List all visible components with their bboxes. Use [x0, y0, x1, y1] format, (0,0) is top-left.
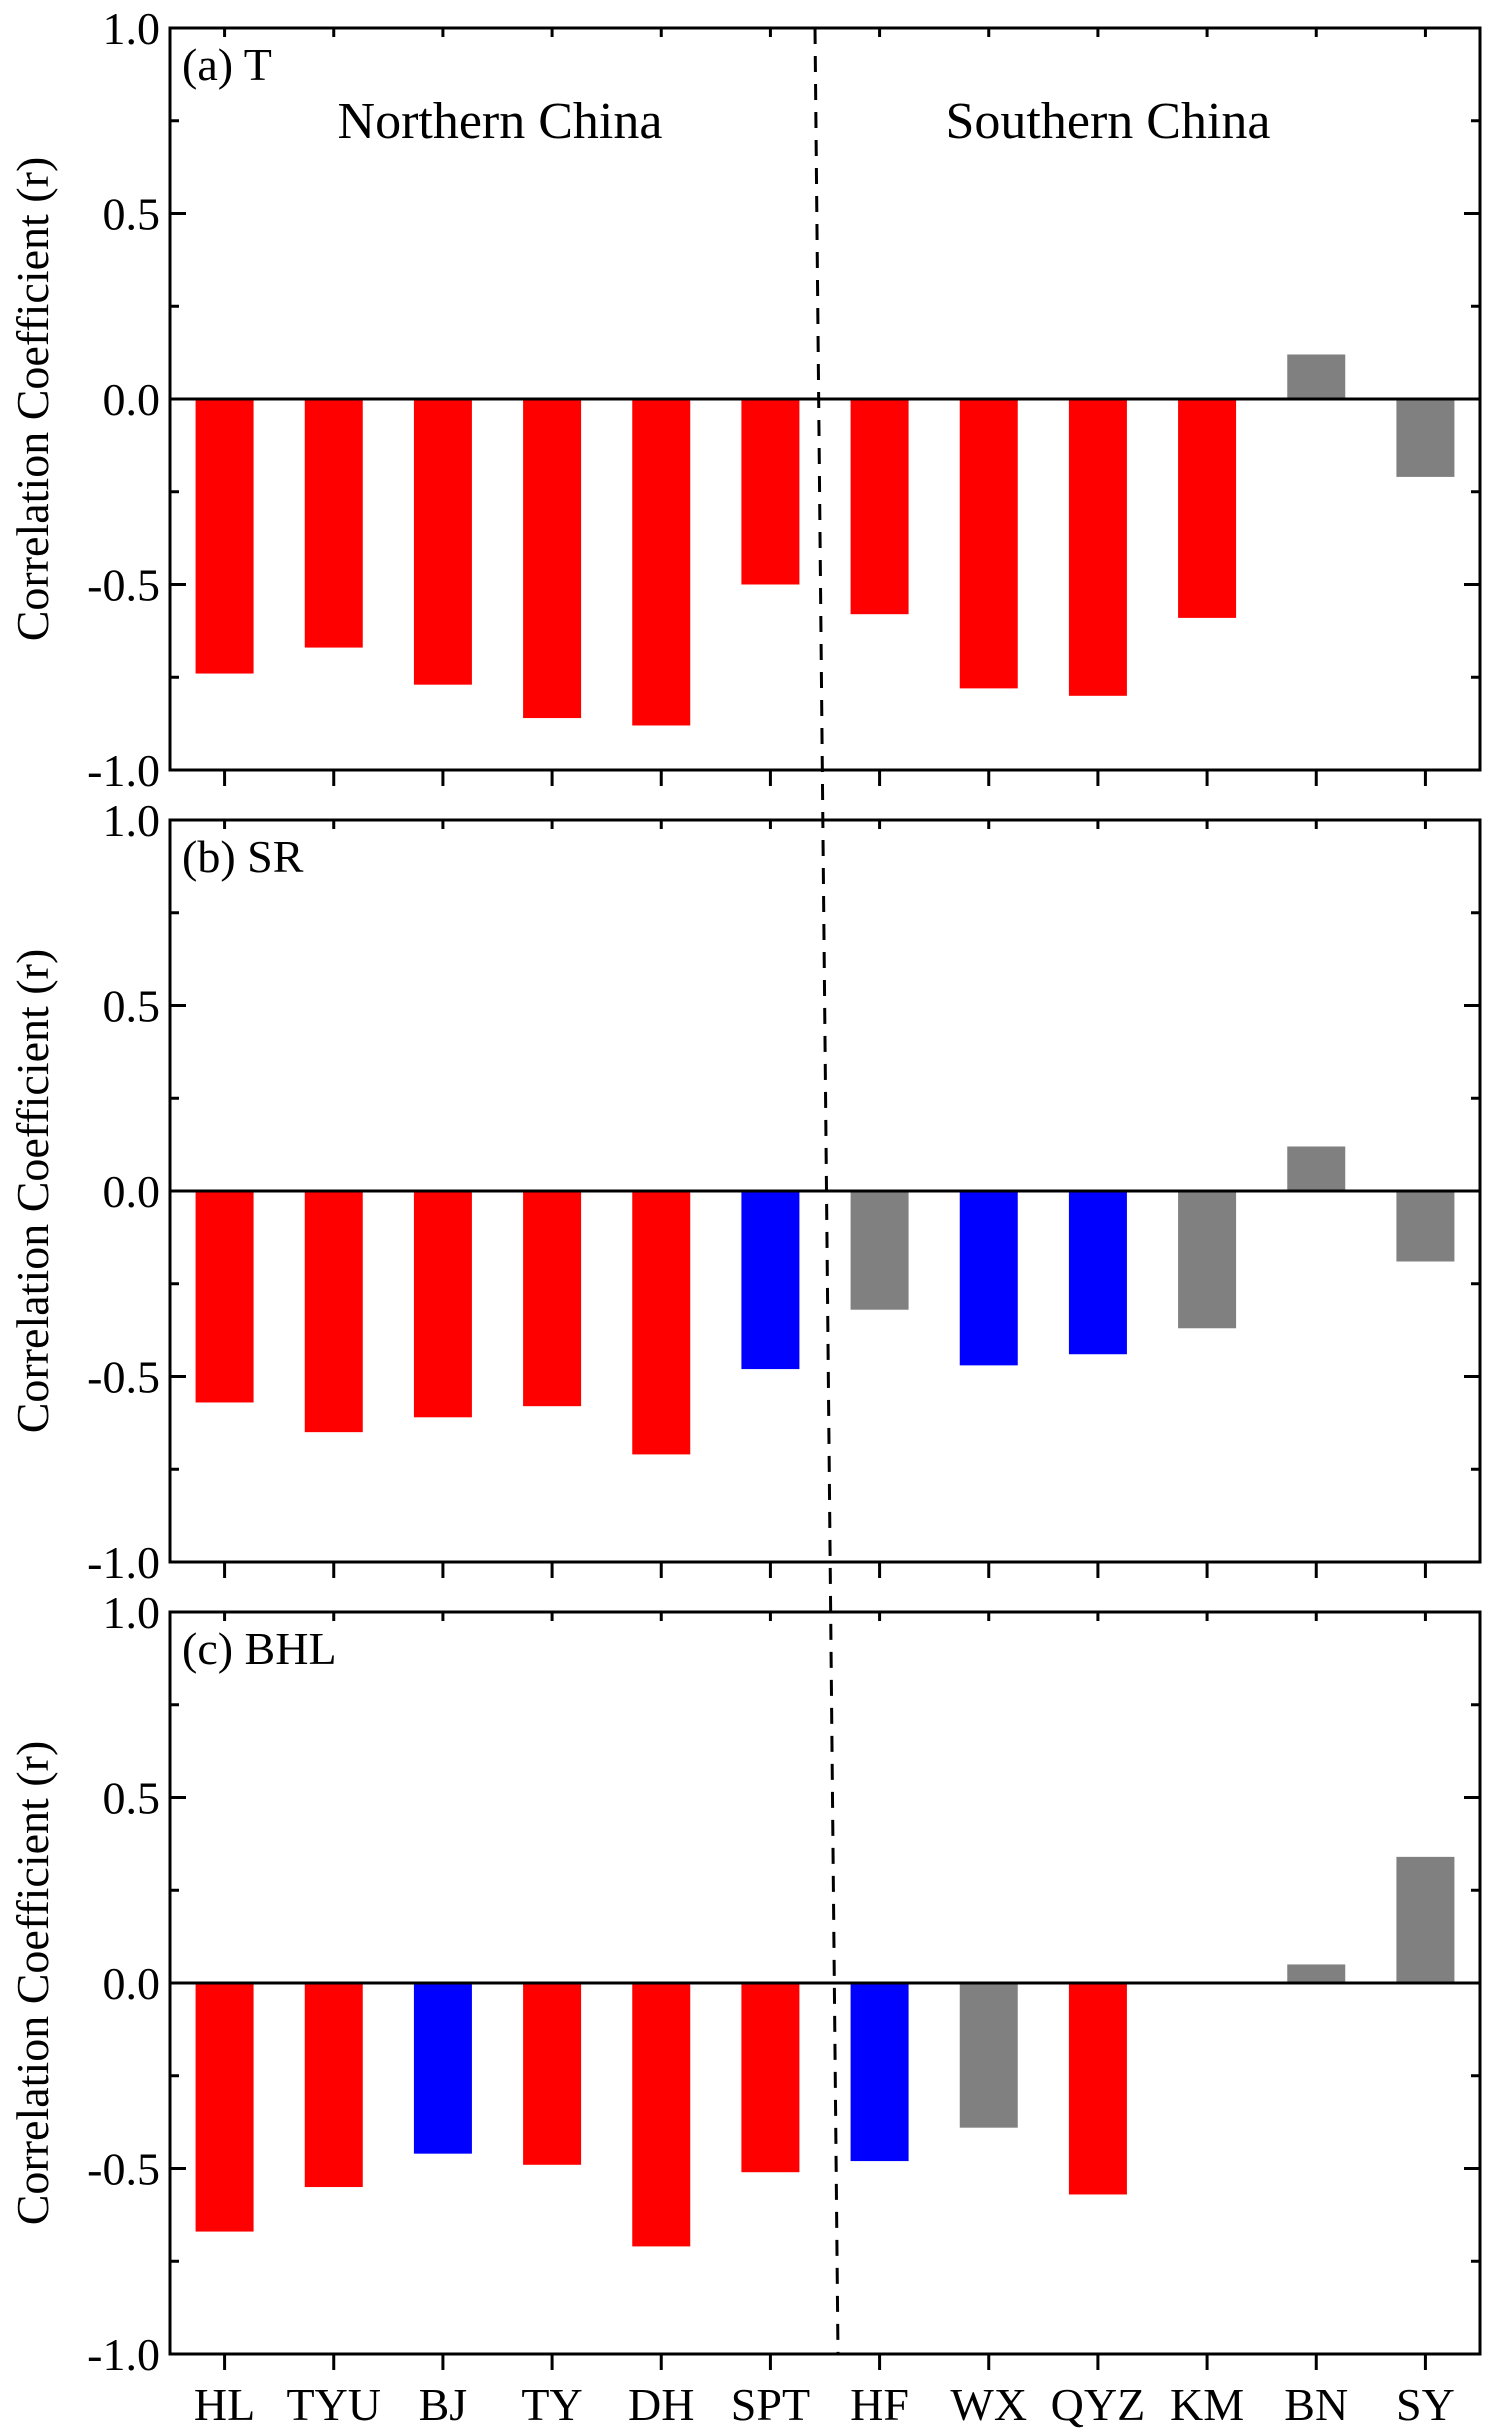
panel-a-ytick-label: -1.0 [87, 745, 160, 796]
panel-a-bar-qyz [1068, 399, 1127, 696]
panel-b-ytick-label: 0.5 [103, 981, 161, 1032]
x-category-label-bj: BJ [419, 2379, 468, 2430]
panel-a-bar-dh [632, 399, 691, 726]
panel-b-bar-sy [1396, 1191, 1455, 1262]
x-category-label-hf: HF [850, 2379, 909, 2430]
panel-a-bar-km [1178, 399, 1237, 618]
panel-c-bar-dh [632, 1983, 691, 2247]
region-label-northern: Northern China [338, 93, 663, 150]
panel-a-ytick-label: 0.0 [103, 374, 161, 425]
panel-a-label: (a) T [182, 39, 272, 90]
panel-c-bar-bj [413, 1983, 472, 2154]
x-category-label-ty: TY [521, 2379, 582, 2430]
panel-b-bar-wx [959, 1191, 1018, 1366]
panel-c-ytick-label: 0.0 [103, 1958, 161, 2009]
x-category-label-bn: BN [1284, 2379, 1348, 2430]
x-category-label-hl: HL [194, 2379, 255, 2430]
panel-c-bar-bn [1287, 1964, 1346, 1983]
panel-b-bar-hf [850, 1191, 909, 1310]
x-category-label-qyz: QYZ [1051, 2379, 1146, 2430]
panel-c-ytick-label: 0.5 [103, 1773, 161, 1824]
panel-c-bar-ty [523, 1983, 582, 2165]
panel-a-bar-sy [1396, 399, 1455, 477]
panel-b-label: (b) SR [182, 831, 304, 882]
panel-b-bar-spt [741, 1191, 800, 1370]
panel-c-bar-qyz [1068, 1983, 1127, 2195]
panel-c-bar-wx [959, 1983, 1018, 2128]
panel-c-bar-hf [850, 1983, 909, 2162]
panel-c-ytick-label: -0.5 [87, 2144, 160, 2195]
panel-b-bar-tyu [304, 1191, 363, 1433]
panel-c-bar-sy [1396, 1856, 1455, 1983]
panel-a-bar-hl [195, 399, 254, 674]
x-category-label-wx: WX [950, 2379, 1027, 2430]
panel-c-bar-tyu [304, 1983, 363, 2188]
region-divider-dashed-line [813, 27, 840, 2355]
panel-b-bar-bn [1287, 1146, 1346, 1191]
panel-a-bar-hf [850, 399, 909, 615]
panel-a-bar-tyu [304, 399, 363, 648]
panel-a-bar-ty [523, 399, 582, 719]
panel-b-bar-dh [632, 1191, 691, 1455]
panel-a-bar-spt [741, 399, 800, 585]
panel-c-ytick-label: 1.0 [103, 1587, 161, 1638]
panel-b-ytick-label: -0.5 [87, 1352, 160, 1403]
panel-b-bar-qyz [1068, 1191, 1127, 1355]
panel-c-bar-hl [195, 1983, 254, 2232]
panel-a-ytick-label: -0.5 [87, 560, 160, 611]
x-category-label-tyu: TYU [286, 2379, 381, 2430]
panel-b-bar-km [1178, 1191, 1237, 1329]
x-category-label-dh: DH [628, 2379, 694, 2430]
panel-b-bar-hl [195, 1191, 254, 1403]
panel-c-bar-spt [741, 1983, 800, 2173]
panel-a-bar-bj [413, 399, 472, 685]
panel-b-bar-bj [413, 1191, 472, 1418]
region-label-southern: Southern China [946, 93, 1271, 150]
panel-c-ylabel: Correlation Coefficient (r) [7, 1741, 58, 2226]
panel-a-bar-bn [1287, 354, 1346, 399]
panel-a-ylabel: Correlation Coefficient (r) [7, 157, 58, 642]
panel-b-ytick-label: -1.0 [87, 1537, 160, 1588]
panel-b-ytick-label: 0.0 [103, 1166, 161, 1217]
panel-c-label: (c) BHL [182, 1623, 337, 1674]
x-category-label-sy: SY [1396, 2379, 1455, 2430]
panel-a-ytick-label: 0.5 [103, 189, 161, 240]
x-category-label-spt: SPT [731, 2379, 810, 2430]
panel-b-bar-ty [523, 1191, 582, 1407]
panel-a-bar-wx [959, 399, 1018, 689]
panel-c-ytick-label: -1.0 [87, 2329, 160, 2380]
panel-b-ytick-label: 1.0 [103, 795, 161, 846]
x-category-label-km: KM [1170, 2379, 1244, 2430]
panel-a-ytick-label: 1.0 [103, 3, 161, 54]
panel-b-ylabel: Correlation Coefficient (r) [7, 949, 58, 1434]
